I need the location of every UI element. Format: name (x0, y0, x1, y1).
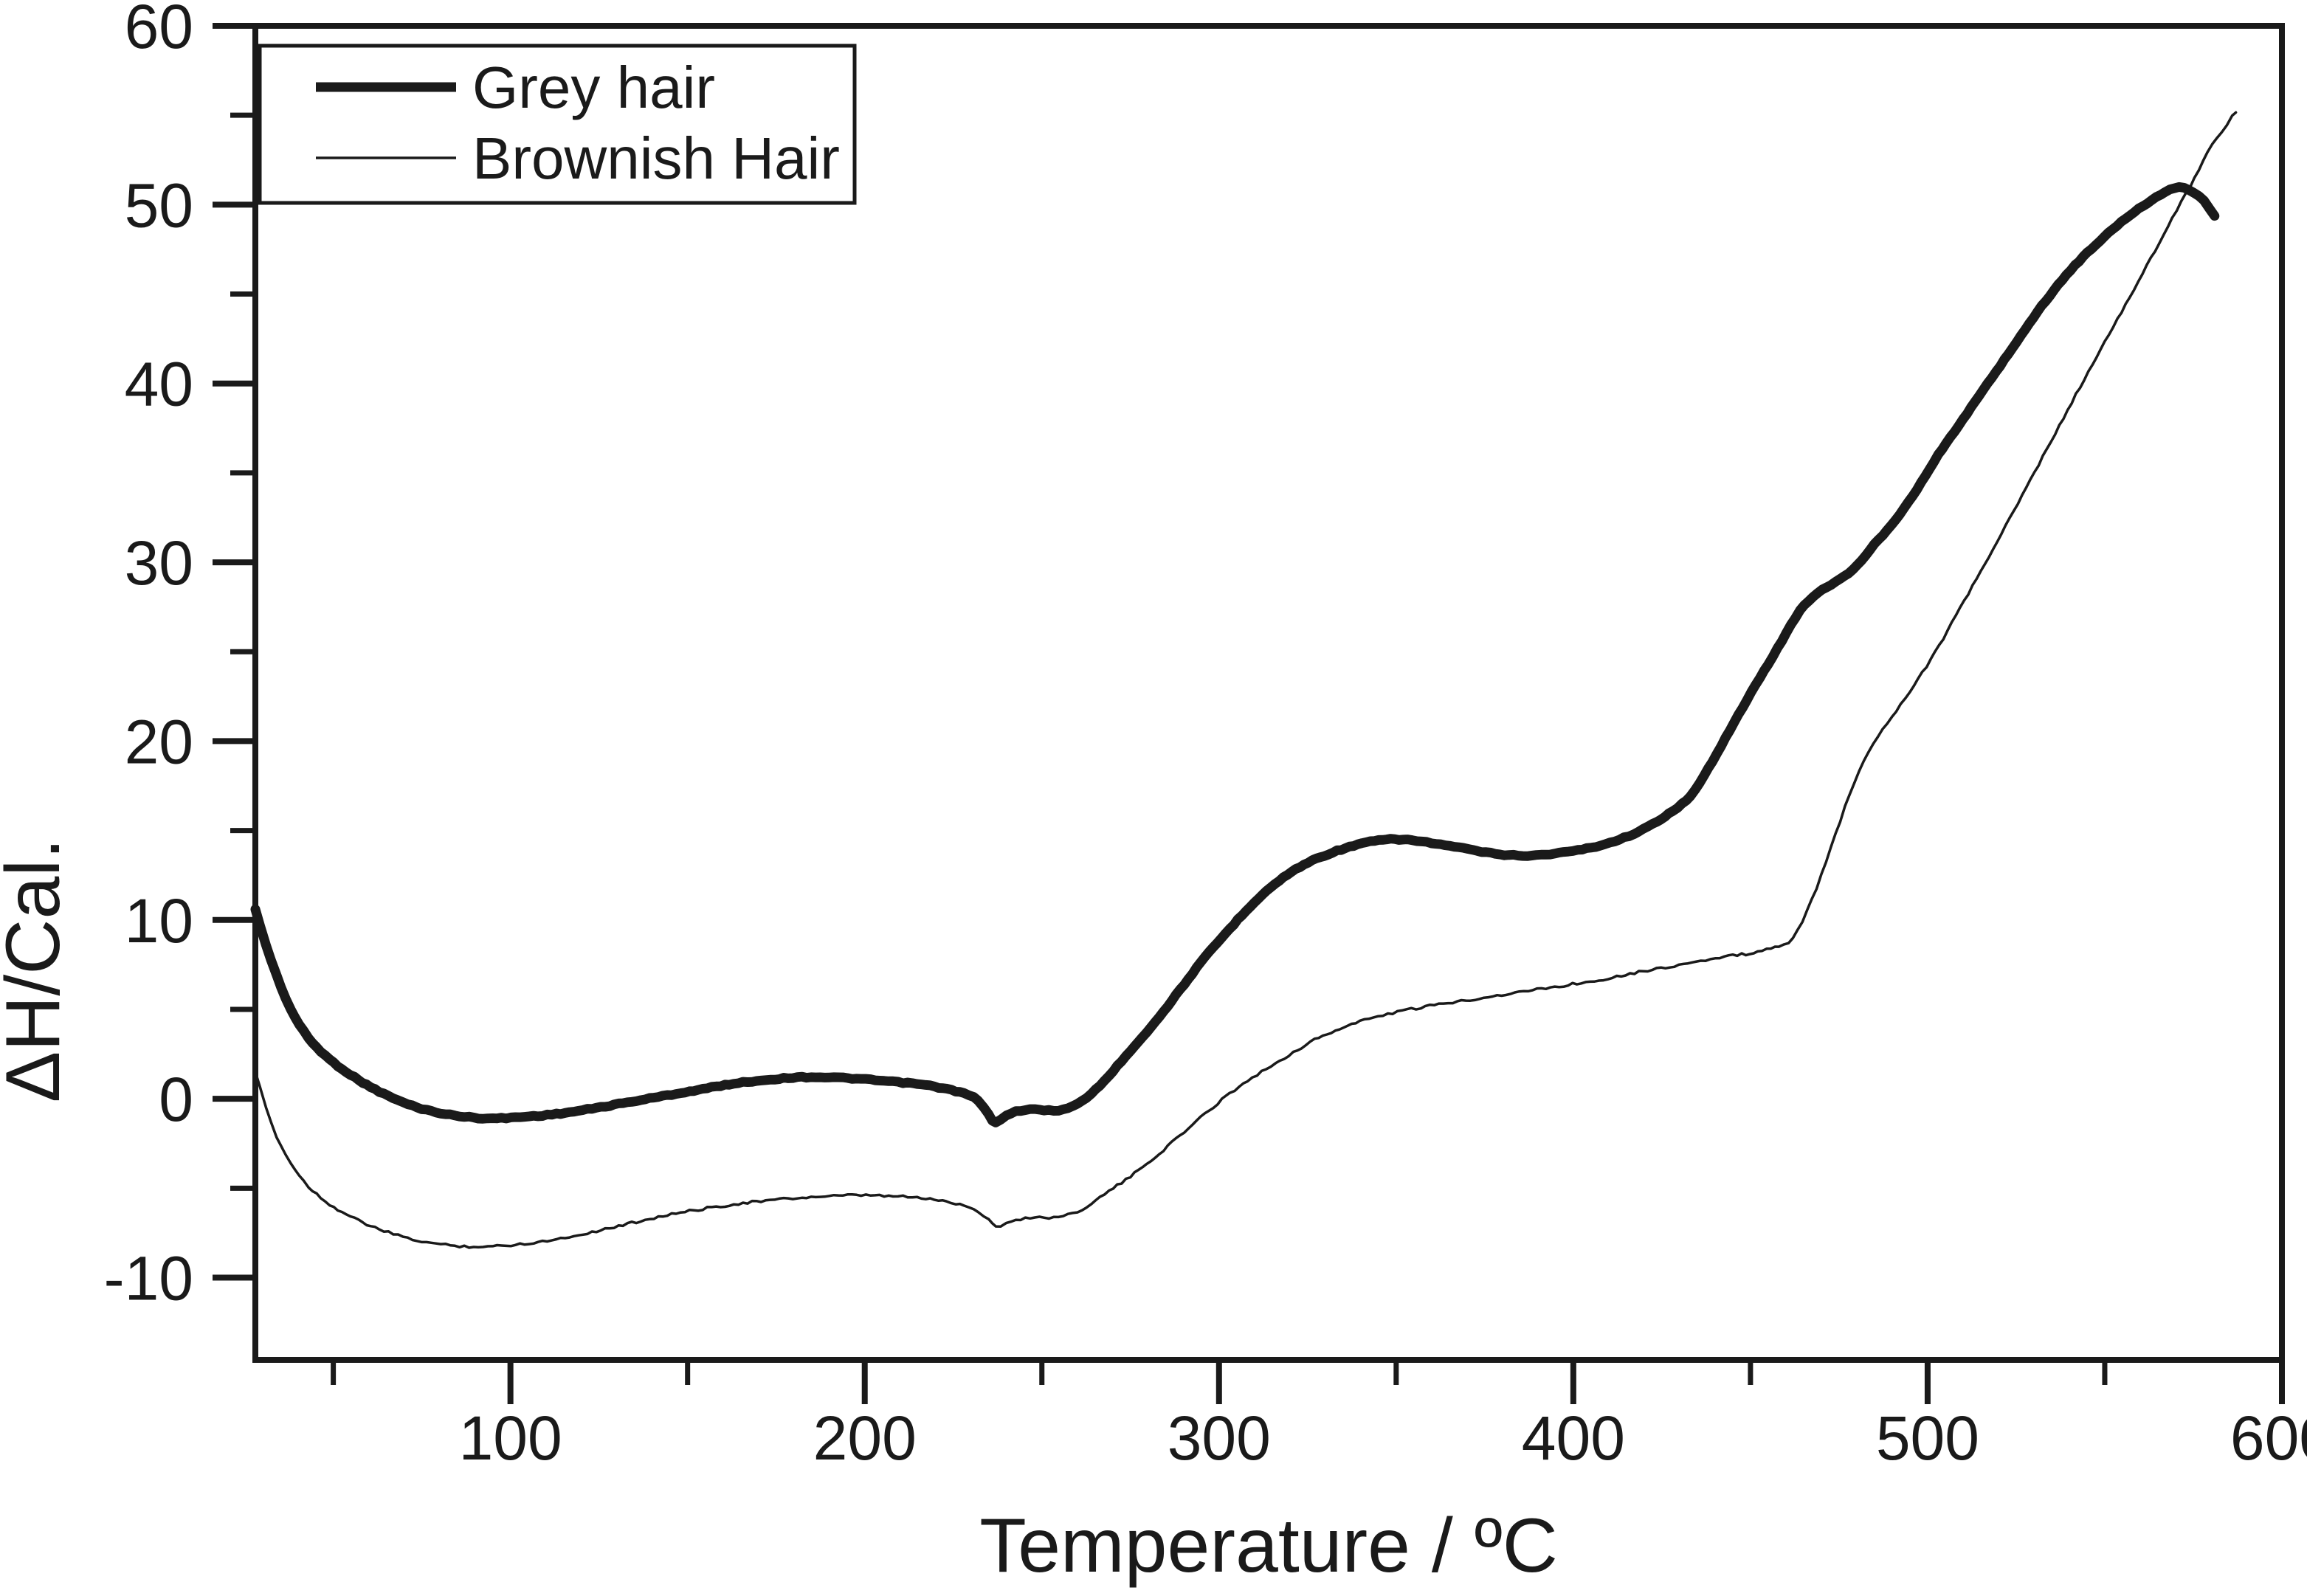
x-tick-label: 600 (2230, 1403, 2307, 1473)
y-tick-label: 0 (159, 1065, 193, 1134)
y-tick-label: 40 (125, 350, 193, 419)
x-tick-label: 500 (1876, 1403, 1979, 1473)
y-tick-label: 30 (125, 528, 193, 598)
legend-label-brownish-hair: Brownish Hair (472, 125, 840, 191)
x-axis-title: Temperature / ºC (979, 1503, 1558, 1589)
series-brownish-hair (254, 111, 2238, 1249)
y-tick-label: 10 (125, 886, 193, 956)
legend-label-grey-hair: Grey hair (472, 55, 715, 120)
y-tick-label: 50 (125, 170, 193, 240)
y-tick-label: -10 (104, 1244, 193, 1313)
x-tick-label: 200 (813, 1403, 917, 1473)
y-tick-label: 60 (125, 0, 193, 61)
legend: Grey hair Brownish Hair (258, 44, 857, 205)
legend-box (258, 44, 857, 205)
x-tick-label: 400 (1522, 1403, 1625, 1473)
y-axis-title: ΔH/Cal. (0, 838, 76, 1102)
y-tick-label: 20 (125, 707, 193, 776)
x-tick-label: 100 (459, 1403, 562, 1473)
axis-tick-labels: 1002003004005006006050403020100-10 (104, 0, 2307, 1473)
series-grey-hair (250, 182, 2220, 1127)
plot-frame (252, 23, 2285, 1363)
series-lines (250, 111, 2238, 1249)
x-tick-label: 300 (1168, 1403, 1271, 1473)
axis-ticks (213, 23, 2285, 1404)
